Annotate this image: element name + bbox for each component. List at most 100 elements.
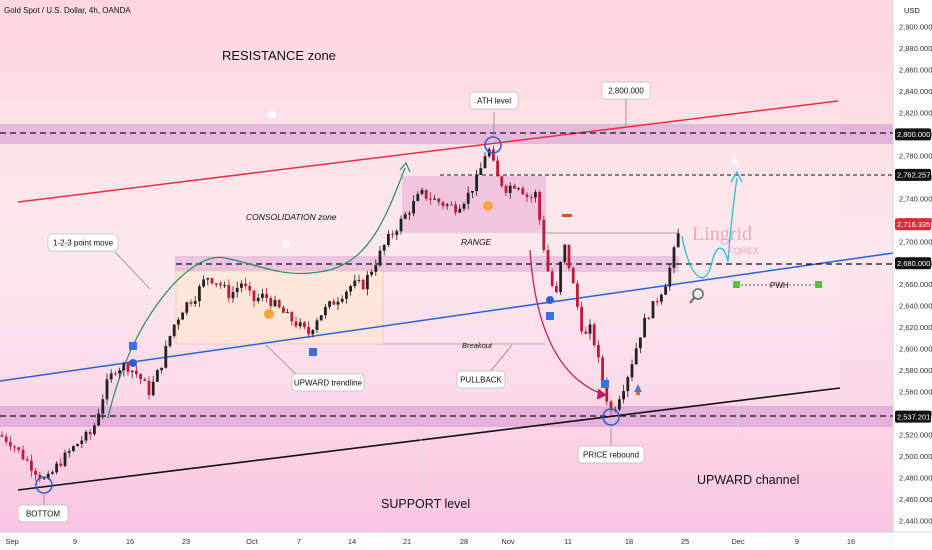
- candle-up: [672, 247, 676, 268]
- candles-group: [0, 145, 680, 483]
- candle-down: [647, 317, 651, 319]
- candle-down: [550, 271, 554, 286]
- candle-up: [517, 188, 520, 190]
- x-tick-label: Oct: [246, 537, 259, 546]
- price-badge-bg: [895, 128, 931, 141]
- candle-up: [193, 301, 197, 304]
- callout-text-trendline: UPWARD trendline: [294, 379, 363, 388]
- y-tick-label: 2,700.000: [899, 237, 932, 246]
- candle-up: [256, 297, 260, 302]
- bottom-marker: [35, 476, 53, 494]
- candle-down: [21, 449, 25, 460]
- candle-up: [261, 293, 264, 298]
- candle-up: [466, 192, 470, 204]
- candle-down: [147, 380, 151, 396]
- candle-up: [231, 292, 235, 299]
- candle-down: [525, 194, 529, 197]
- candle-down: [601, 357, 604, 383]
- hammer-icon: [562, 214, 572, 217]
- candle-up: [676, 233, 680, 248]
- candle-up: [223, 285, 226, 287]
- candle-down: [277, 300, 281, 308]
- candle-up: [130, 370, 134, 372]
- candle-up: [185, 302, 189, 313]
- x-tick-label: Nov: [501, 537, 515, 546]
- point-move-arrowhead: [399, 161, 411, 173]
- candle-down: [655, 301, 659, 303]
- pwh-check-right: [815, 281, 822, 288]
- candle-up: [622, 391, 625, 400]
- x-tick-label: 28: [460, 537, 468, 546]
- candle-up: [118, 370, 121, 374]
- candle-up: [357, 279, 361, 281]
- candle-down: [496, 160, 499, 177]
- upward-channel-label: UPWARD channel: [697, 473, 799, 487]
- candle-up: [399, 218, 403, 232]
- candle-up: [93, 425, 96, 435]
- candle-down: [9, 441, 12, 447]
- y-tick-label: 2,520.000: [899, 431, 932, 440]
- candle-down: [504, 185, 508, 193]
- y-tick-label: 2,480.000: [899, 474, 932, 483]
- y-tick-label: 2,900.000: [899, 23, 932, 32]
- candle-up: [151, 381, 155, 396]
- candle-down: [429, 198, 432, 200]
- candle-up: [618, 399, 621, 410]
- candle-up: [668, 267, 672, 287]
- candle-up: [634, 348, 638, 365]
- candle-down: [592, 324, 596, 346]
- candle-up: [445, 204, 449, 206]
- candle-up: [286, 312, 289, 314]
- y-tick-label: 2,440.000: [899, 517, 932, 526]
- rebound-marker: [602, 408, 620, 426]
- candle-up: [412, 200, 415, 214]
- price-badge-label: 2,680.000: [897, 259, 930, 268]
- x-tick-label: 23: [182, 537, 190, 546]
- callout-box-point-move: [47, 233, 119, 252]
- callout-text-pullback: PULLBACK: [460, 376, 502, 385]
- callout-box-bottom: [17, 504, 69, 523]
- candle-down: [450, 204, 453, 206]
- chart-symbol-title: Gold Spot / U.S. Dollar, 4h, OANDA: [4, 6, 131, 15]
- consolidation-zone-label: CONSOLIDATION zone: [246, 212, 337, 222]
- candle-down: [597, 345, 600, 358]
- x-axis-ticks: Sep 9 16 23 Oct 7 14 21 28 Nov 11 18 25 Dec 9 16: [5, 537, 855, 546]
- y-tick-label: 2,640.000: [899, 302, 932, 311]
- candle-up: [80, 440, 84, 444]
- candle-down: [17, 447, 21, 450]
- candle-down: [584, 331, 588, 334]
- y-tick-label: 2,460.000: [899, 495, 932, 504]
- x-tick-label: 14: [348, 537, 356, 546]
- candle-down: [424, 189, 428, 199]
- price-badge-bg: [895, 257, 931, 270]
- brand-watermark-sub: FOREX: [728, 246, 759, 256]
- event-marker-1: [129, 342, 137, 350]
- candle-down: [189, 302, 193, 304]
- candle-up: [534, 191, 537, 198]
- candle-down: [529, 196, 533, 198]
- x-tick-label: 7: [297, 537, 301, 546]
- candle-up: [471, 191, 474, 193]
- candle-up: [651, 301, 655, 319]
- candle-down: [500, 176, 504, 186]
- candle-down: [567, 244, 571, 269]
- drop-icon: [731, 157, 739, 164]
- y-tick-label: 2,500.000: [899, 452, 932, 461]
- candle-up: [563, 244, 567, 262]
- projection-arrowhead: [730, 170, 743, 183]
- y-tick-label: 2,740.000: [899, 194, 932, 203]
- candle-up: [639, 337, 642, 349]
- candle-down: [227, 285, 231, 299]
- candle-down: [139, 374, 142, 380]
- candle-up: [462, 203, 466, 209]
- candle-up: [51, 472, 54, 474]
- support-level-label: SUPPORT level: [381, 497, 470, 511]
- candle-up: [378, 250, 382, 266]
- candle-down: [143, 379, 147, 381]
- candle-up: [160, 367, 163, 371]
- candle-up: [660, 294, 663, 302]
- candle-up: [340, 298, 344, 302]
- resistance-zone-band: [0, 124, 893, 144]
- callout-box-pullback: [456, 370, 506, 389]
- x-tick-label: 9: [73, 537, 77, 546]
